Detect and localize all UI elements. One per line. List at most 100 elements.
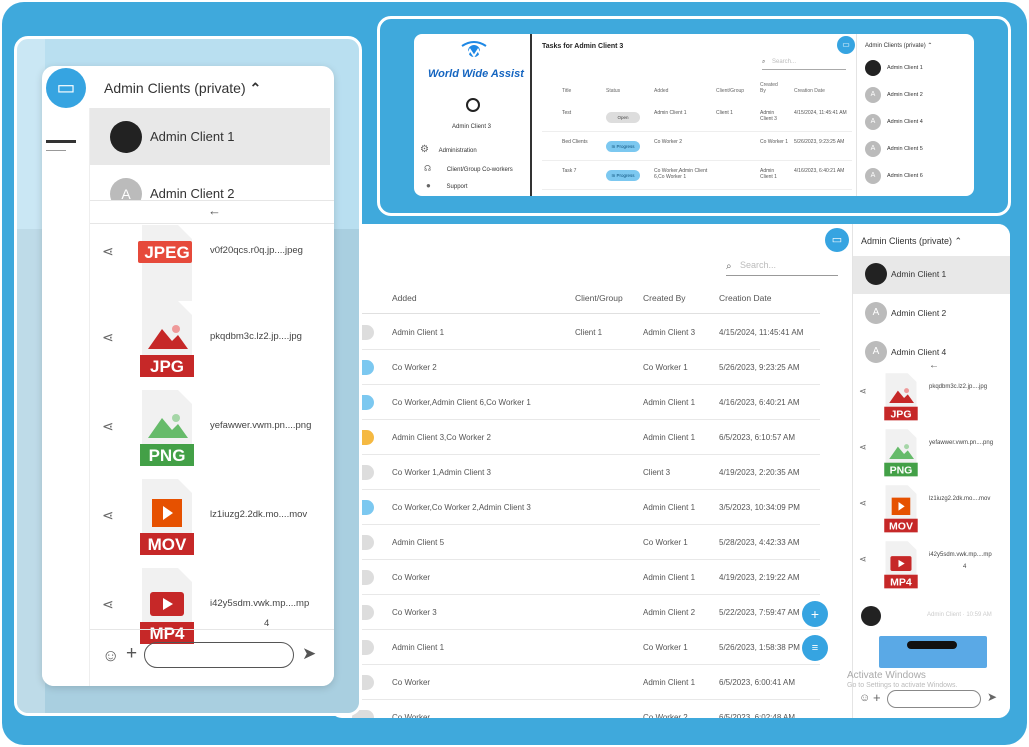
chat-item-name: Admin Client 1 bbox=[887, 65, 923, 71]
chat-item[interactable]: A Admin Client 4 bbox=[853, 334, 1010, 372]
table-row[interactable]: Co Worker Co Worker 2 6/5/2023, 6:02:48 AM bbox=[330, 700, 820, 718]
attach-icon[interactable]: + bbox=[873, 690, 881, 705]
nav-item-support[interactable]: ● Support bbox=[426, 181, 468, 190]
table-row[interactable]: Admin Client 1 Client 1 Admin Client 3 4/15… bbox=[330, 315, 820, 350]
chat-item-name: Admin Client 2 bbox=[887, 92, 923, 98]
table-row[interactable]: Co Worker,Co Worker 2,Admin Client 3 Admi… bbox=[330, 490, 820, 525]
composer: ☺ + ➤ bbox=[90, 629, 334, 686]
chat-list-header[interactable]: Admin Clients (private) ⌃ bbox=[861, 236, 962, 247]
chat-list-header[interactable]: Admin Clients (private) ⌃ bbox=[865, 42, 932, 49]
back-arrow-icon[interactable]: ← bbox=[208, 203, 221, 218]
chat-toggle-button[interactable]: ▭ bbox=[46, 68, 86, 108]
table-row[interactable]: Admin Client 5 Co Worker 1 5/28/2023, 4:42… bbox=[330, 525, 820, 560]
shared-file-item[interactable]: ⋖ PNG yefawwer.vwm.pn....png bbox=[90, 384, 334, 472]
file-ext-label: PNG bbox=[149, 446, 186, 465]
file-name: pkqdbm3c.lz2.jp....jpg bbox=[210, 331, 302, 342]
file-name: yefawwer.vwm.pn....png bbox=[210, 420, 312, 431]
message-input[interactable] bbox=[887, 690, 981, 708]
share-icon[interactable]: ⋖ bbox=[102, 418, 114, 434]
shared-file-item[interactable]: ⋖ MOV lz1iuzg2.2dk.mo....mov bbox=[90, 473, 334, 561]
search-input[interactable]: ⌕ Search... bbox=[726, 260, 838, 276]
cell-date: 4/15/2024, 11:45:41 AM bbox=[794, 110, 847, 116]
share-icon[interactable]: ⋖ bbox=[859, 386, 867, 396]
avatar: A bbox=[865, 87, 881, 103]
shared-file-item[interactable]: ⋖ MP4 i42y5sdm.vwk.mp....mp 4 bbox=[853, 540, 1010, 594]
emoji-icon[interactable]: ☺ bbox=[859, 692, 871, 704]
chat-item-selected[interactable]: Admin Client 1 bbox=[90, 108, 330, 165]
shared-file-item[interactable]: ⋖ MOV lz1iuzg2.2dk.mo....mov bbox=[853, 484, 1010, 538]
emoji-icon[interactable]: ☺ bbox=[102, 646, 120, 665]
chat-item-name: Admin Client 4 bbox=[887, 119, 923, 125]
message-input[interactable] bbox=[144, 642, 294, 668]
nav-item-coworkers[interactable]: ☊ Client/Group Co-workers bbox=[424, 164, 513, 173]
nav-item-administration[interactable]: ⚙ Administration bbox=[420, 144, 477, 155]
shared-file-item[interactable]: ⋖ JPEG v0f20qcs.r0q.jp....jpeg bbox=[90, 223, 334, 311]
avatar bbox=[110, 121, 142, 153]
cell-added: Admin Client 1 bbox=[392, 643, 445, 652]
chat-item[interactable]: A Admin Client 5 bbox=[865, 141, 973, 161]
chat-item[interactable]: A Admin Client 6 bbox=[865, 168, 973, 188]
avatar: A bbox=[865, 302, 887, 324]
table-row[interactable]: Admin Client 1 Co Worker 1 5/26/2023, 1:58… bbox=[330, 630, 820, 665]
add-task-button[interactable]: + bbox=[802, 601, 828, 627]
share-icon[interactable]: ⋖ bbox=[859, 442, 867, 452]
chat-toggle-button[interactable]: ▭ bbox=[837, 36, 855, 54]
table-row[interactable]: Co Worker 1,Admin Client 3 Client 3 4/19/2… bbox=[330, 455, 820, 490]
shared-file-item[interactable]: ⋖ MP4 i42y5sdm.vwk.mp....mp 4 bbox=[90, 562, 334, 650]
tasks-panel: ⌕ Search... Added Client/Group Created B… bbox=[330, 224, 1010, 718]
chat-item[interactable]: Admin Client 1 bbox=[865, 60, 973, 80]
share-icon[interactable]: ⋖ bbox=[859, 498, 867, 508]
table-row[interactable]: Test Admin Client 1 Client 1 Admin Client 3… bbox=[542, 104, 852, 132]
cell-added: Co Worker,Admin Client 6,Co Worker 1 bbox=[392, 398, 531, 407]
chat-item[interactable]: A Admin Client 4 bbox=[865, 114, 973, 134]
filter-button[interactable]: ≡ bbox=[802, 635, 828, 661]
message-avatar bbox=[861, 606, 881, 626]
gutter-line bbox=[46, 150, 66, 151]
table-header: Added Client/Group Created By Creation D… bbox=[330, 286, 820, 314]
chat-item[interactable]: A Admin Client 2 bbox=[90, 166, 330, 210]
chat-item[interactable]: A Admin Client 2 bbox=[853, 295, 1010, 333]
share-icon[interactable]: ⋖ bbox=[102, 329, 114, 345]
table-row[interactable]: Co Worker Admin Client 1 6/5/2023, 6:00:41… bbox=[330, 665, 820, 700]
chevron-up-icon: ⌃ bbox=[927, 43, 933, 49]
file-ext-label: MOV bbox=[148, 535, 187, 554]
send-icon[interactable]: ➤ bbox=[987, 690, 998, 704]
chat-item[interactable]: A Admin Client 2 bbox=[865, 87, 973, 107]
top-search-input[interactable]: ⌕ Search... bbox=[762, 59, 846, 70]
table-row[interactable]: Task 7 Co Worker,Admin Client 6,Co Worker… bbox=[542, 162, 852, 190]
cell-date: 6/5/2023, 6:02:48 AM bbox=[719, 713, 796, 718]
file-type-icon: JPG bbox=[138, 299, 196, 379]
file-ext-label: MP4 bbox=[890, 576, 912, 588]
chat-detail-pane: ← ⋖ JPEG v0f20qcs.r0q.jp....jpeg ⋖ JPG pkqdbm… bbox=[90, 200, 334, 686]
cell-date: 6/5/2023, 6:00:41 AM bbox=[719, 678, 796, 687]
share-icon[interactable]: ⋖ bbox=[102, 243, 114, 259]
cell-title: Test bbox=[562, 110, 572, 116]
share-icon[interactable]: ⋖ bbox=[859, 554, 867, 564]
file-ext-label: MP4 bbox=[150, 624, 186, 643]
table-row[interactable]: Co Worker Admin Client 1 4/19/2023, 2:19:2… bbox=[330, 560, 820, 595]
chat-item[interactable]: Admin Client 1 bbox=[853, 256, 1010, 294]
chat-item-name: Admin Client 1 bbox=[891, 269, 947, 279]
cell-added: Admin Client 5 bbox=[392, 538, 445, 547]
cell-title: Bed Clients bbox=[562, 139, 588, 145]
chat-list-header[interactable]: Admin Clients (private) ⌃ bbox=[104, 80, 261, 97]
chat-toggle-button[interactable]: ▭ bbox=[825, 228, 849, 252]
shared-file-item[interactable]: ⋖ JPG pkqdbm3c.lz2.jp....jpg bbox=[853, 372, 1010, 426]
watermark-line-2: Go to Settings to activate Windows. bbox=[847, 682, 958, 689]
attach-icon[interactable]: + bbox=[126, 643, 138, 664]
back-arrow-icon[interactable]: ← bbox=[929, 360, 939, 371]
share-icon[interactable]: ⋖ bbox=[102, 507, 114, 523]
gutter-line bbox=[46, 140, 76, 143]
file-name: v0f20qcs.r0q.jp....jpeg bbox=[210, 245, 303, 256]
table-row[interactable]: Co Worker 3 Admin Client 2 5/22/2023, 7:59… bbox=[330, 595, 820, 630]
table-row[interactable]: Admin Client 3,Co Worker 2 Admin Client 1… bbox=[330, 420, 820, 455]
table-row[interactable]: Bed Clients Co Worker 2 Co Worker 1 5/26/20… bbox=[542, 133, 852, 161]
png-file-icon: PNG bbox=[140, 390, 194, 466]
shared-file-item[interactable]: ⋖ PNG yefawwer.vwm.pn....png bbox=[853, 428, 1010, 482]
table-row[interactable]: Co Worker 2 Co Worker 1 5/26/2023, 9:23:25… bbox=[330, 350, 820, 385]
share-icon[interactable]: ⋖ bbox=[102, 596, 114, 612]
send-icon[interactable]: ➤ bbox=[302, 644, 317, 663]
shared-file-item[interactable]: ⋖ JPG pkqdbm3c.lz2.jp....jpg bbox=[90, 295, 334, 383]
table-row[interactable]: Co Worker,Admin Client 6,Co Worker 1 Admi… bbox=[330, 385, 820, 420]
col-status: Status bbox=[606, 88, 621, 94]
